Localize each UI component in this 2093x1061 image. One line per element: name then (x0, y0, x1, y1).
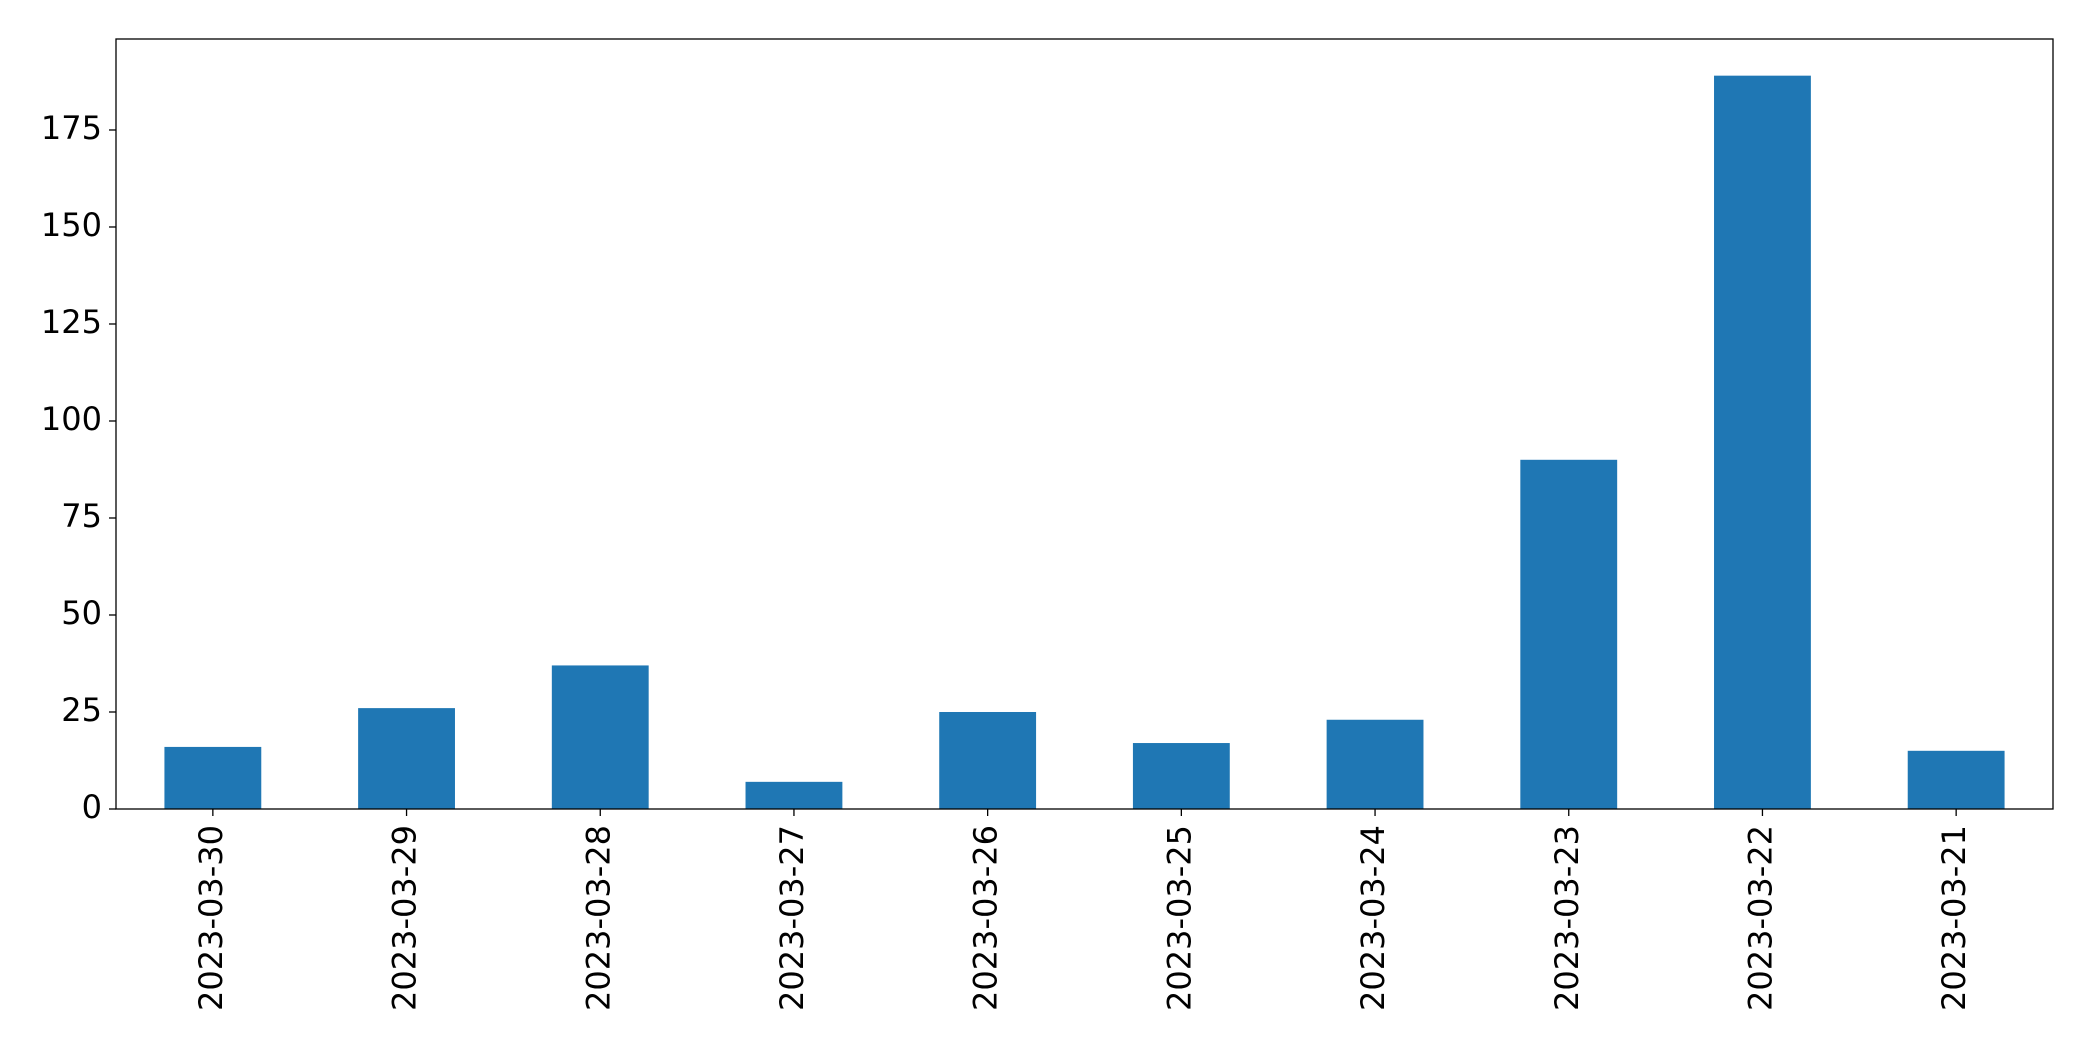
bar (939, 711, 1037, 809)
y-tick-label: 25 (61, 691, 102, 729)
x-tick-label: 2023-03-29 (386, 825, 424, 1011)
bar (551, 665, 649, 809)
y-tick-label: 150 (41, 206, 102, 244)
y-tick-label: 175 (41, 109, 102, 147)
x-tick-label: 2023-03-30 (192, 825, 230, 1011)
x-tick-label: 2023-03-21 (1935, 825, 1973, 1011)
bar (1520, 459, 1618, 809)
x-tick-label: 2023-03-26 (967, 825, 1005, 1011)
x-tick-label: 2023-03-23 (1548, 825, 1586, 1011)
bar (1907, 750, 2005, 809)
y-tick-label: 0 (82, 788, 102, 826)
bar (164, 746, 262, 809)
y-tick-label: 100 (41, 400, 102, 438)
x-tick-label: 2023-03-25 (1160, 825, 1198, 1011)
x-tick-label: 2023-03-24 (1354, 825, 1392, 1011)
y-tick-label: 125 (41, 303, 102, 341)
y-tick-label: 75 (61, 497, 102, 535)
x-tick-label: 2023-03-22 (1741, 825, 1779, 1011)
bar (1714, 75, 1811, 809)
bar (1132, 743, 1230, 809)
x-tick-label: 2023-03-28 (579, 825, 617, 1011)
bar (358, 708, 455, 809)
x-tick-label: 2023-03-27 (773, 825, 811, 1011)
bar (745, 781, 843, 809)
bar (1326, 719, 1424, 809)
plot-frame (115, 38, 2054, 810)
y-tick-label: 50 (61, 594, 102, 632)
